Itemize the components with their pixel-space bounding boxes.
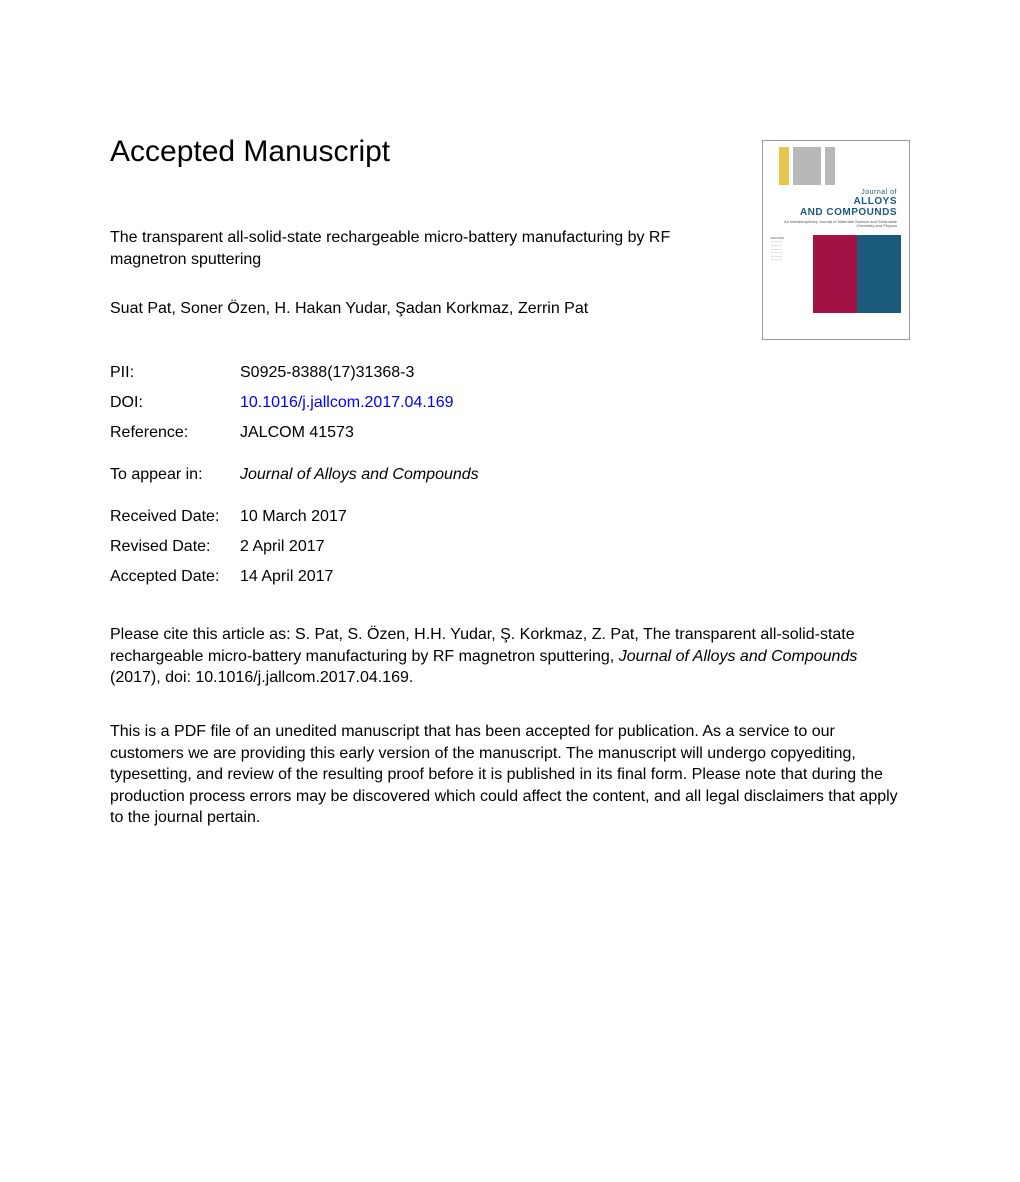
cover-teal-rect — [857, 235, 901, 313]
meta-row-accepted: Accepted Date: 14 April 2017 — [110, 562, 479, 592]
citation-suffix: (2017), doi: 10.1016/j.jallcom.2017.04.1… — [110, 669, 413, 686]
citation-journal: Journal of Alloys and Compounds — [619, 648, 858, 665]
meta-label-accepted: Accepted Date: — [110, 562, 240, 592]
cover-subtitle: An Interdisciplinary Journal of Material… — [769, 220, 897, 229]
meta-value-received: 10 March 2017 — [240, 502, 479, 532]
metadata-table: PII: S0925-8388(17)31368-3 DOI: 10.1016/… — [110, 358, 479, 592]
doi-link[interactable]: 10.1016/j.jallcom.2017.04.169 — [240, 394, 454, 411]
meta-value-toappear: Journal of Alloys and Compounds — [240, 460, 479, 490]
meta-label-toappear: To appear in: — [110, 460, 240, 490]
cover-text-column: EDITORS— — —— — —— — —— — —— — —— — — — [769, 235, 813, 313]
meta-value-pii: S0925-8388(17)31368-3 — [240, 358, 479, 388]
meta-label-doi: DOI: — [110, 388, 240, 418]
manuscript-page: Accepted Manuscript Journal of ALLOYS AN… — [0, 0, 1020, 889]
meta-row-reference: Reference: JALCOM 41573 — [110, 418, 479, 448]
cover-title-block: Journal of ALLOYS AND COMPOUNDS An Inter… — [769, 189, 903, 229]
meta-row-doi: DOI: 10.1016/j.jallcom.2017.04.169 — [110, 388, 479, 418]
cover-alloys: ALLOYS — [769, 196, 897, 207]
meta-label-pii: PII: — [110, 358, 240, 388]
cover-bottom-panels: EDITORS— — —— — —— — —— — —— — —— — — — [769, 235, 903, 313]
meta-row-revised: Revised Date: 2 April 2017 — [110, 532, 479, 562]
meta-value-reference: JALCOM 41573 — [240, 418, 479, 448]
cover-and-compounds: AND COMPOUNDS — [769, 207, 897, 218]
journal-cover-thumbnail: Journal of ALLOYS AND COMPOUNDS An Inter… — [762, 140, 910, 340]
cover-magenta-rect — [813, 235, 857, 313]
meta-label-reference: Reference: — [110, 418, 240, 448]
article-title: The transparent all-solid-state recharge… — [110, 227, 690, 270]
cover-decorative-bars — [769, 147, 903, 185]
meta-label-received: Received Date: — [110, 502, 240, 532]
meta-value-accepted: 14 April 2017 — [240, 562, 479, 592]
meta-label-revised: Revised Date: — [110, 532, 240, 562]
meta-row-received: Received Date: 10 March 2017 — [110, 502, 479, 532]
meta-row-toappear: To appear in: Journal of Alloys and Comp… — [110, 460, 479, 490]
meta-row-pii: PII: S0925-8388(17)31368-3 — [110, 358, 479, 388]
citation-text: Please cite this article as: S. Pat, S. … — [110, 624, 910, 689]
meta-value-revised: 2 April 2017 — [240, 532, 479, 562]
cover-journal-of: Journal of — [769, 189, 897, 196]
disclaimer-text: This is a PDF file of an unedited manusc… — [110, 721, 910, 829]
